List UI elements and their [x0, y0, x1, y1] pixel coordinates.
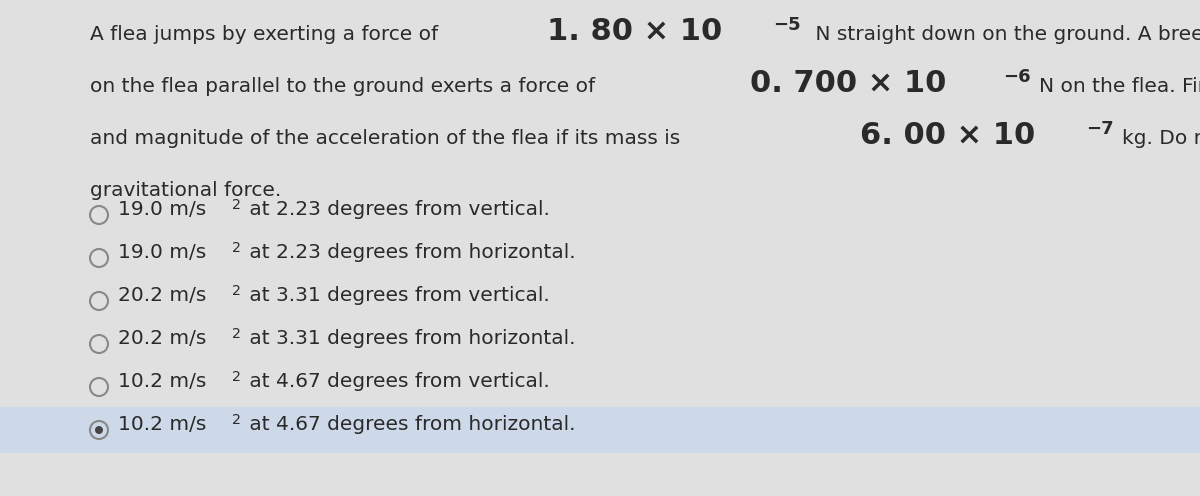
Text: −7: −7 — [1086, 120, 1114, 138]
Text: and magnitude of the acceleration of the flea if its mass is: and magnitude of the acceleration of the… — [90, 129, 686, 148]
Text: 2: 2 — [232, 327, 241, 341]
Text: kg. Do not neglect the: kg. Do not neglect the — [1122, 129, 1200, 148]
Text: at 2.23 degrees from vertical.: at 2.23 degrees from vertical. — [244, 200, 550, 219]
Text: A flea jumps by exerting a force of: A flea jumps by exerting a force of — [90, 25, 444, 44]
Text: N straight down on the ground. A breeze blowing: N straight down on the ground. A breeze … — [809, 25, 1200, 44]
Text: at 2.23 degrees from horizontal.: at 2.23 degrees from horizontal. — [244, 243, 576, 262]
Text: 2: 2 — [232, 370, 241, 384]
Text: 10.2 m/s: 10.2 m/s — [118, 372, 206, 391]
Text: at 4.67 degrees from horizontal.: at 4.67 degrees from horizontal. — [244, 415, 576, 434]
Text: 20.2 m/s: 20.2 m/s — [118, 286, 206, 305]
Bar — [0, 407, 1200, 453]
Text: gravitational force.: gravitational force. — [90, 181, 281, 200]
Text: 0. 700 × 10: 0. 700 × 10 — [750, 69, 947, 98]
Text: at 4.67 degrees from vertical.: at 4.67 degrees from vertical. — [244, 372, 551, 391]
Text: −6: −6 — [1003, 68, 1031, 86]
Text: −5: −5 — [774, 16, 802, 34]
Text: 2: 2 — [232, 413, 241, 427]
Text: 1. 80 × 10: 1. 80 × 10 — [547, 17, 722, 46]
Text: 2: 2 — [232, 198, 241, 212]
Text: at 3.31 degrees from horizontal.: at 3.31 degrees from horizontal. — [244, 329, 576, 348]
Text: 19.0 m/s: 19.0 m/s — [118, 243, 206, 262]
Text: 6. 00 × 10: 6. 00 × 10 — [860, 121, 1036, 150]
Text: 19.0 m/s: 19.0 m/s — [118, 200, 206, 219]
Text: on the flea parallel to the ground exerts a force of: on the flea parallel to the ground exert… — [90, 77, 601, 96]
Circle shape — [95, 426, 103, 434]
Text: N on the flea. Find the direction: N on the flea. Find the direction — [1039, 77, 1200, 96]
Text: 10.2 m/s: 10.2 m/s — [118, 415, 206, 434]
Text: 20.2 m/s: 20.2 m/s — [118, 329, 206, 348]
Text: 2: 2 — [232, 241, 241, 255]
Text: at 3.31 degrees from vertical.: at 3.31 degrees from vertical. — [244, 286, 551, 305]
Text: 2: 2 — [232, 284, 241, 298]
